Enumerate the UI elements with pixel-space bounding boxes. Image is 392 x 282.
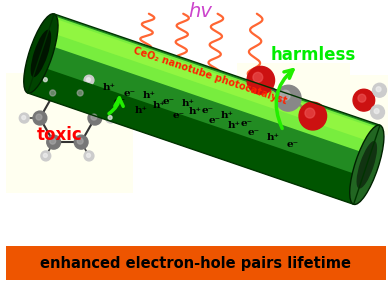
Circle shape [299,102,327,130]
Text: h⁺: h⁺ [267,133,280,142]
Text: e⁻: e⁻ [123,89,135,98]
Polygon shape [48,18,379,143]
Circle shape [371,105,385,119]
Text: e⁻: e⁻ [202,105,214,114]
Text: enhanced electron-hole pairs lifetime: enhanced electron-hole pairs lifetime [40,255,352,271]
Circle shape [47,135,60,149]
Text: h⁺: h⁺ [103,83,116,92]
Circle shape [84,151,94,161]
Text: h⁺: h⁺ [221,111,234,120]
FancyArrowPatch shape [109,98,123,114]
Polygon shape [28,14,380,204]
FancyBboxPatch shape [237,63,350,153]
FancyBboxPatch shape [5,246,387,280]
FancyBboxPatch shape [5,73,133,193]
Circle shape [91,114,97,120]
Circle shape [253,72,263,82]
Circle shape [87,78,91,82]
Ellipse shape [24,14,58,93]
Text: h⁺: h⁺ [181,99,195,108]
Circle shape [77,138,83,144]
Circle shape [50,138,56,144]
Circle shape [74,87,88,101]
Text: e⁻: e⁻ [241,118,253,127]
Text: e⁻: e⁻ [287,140,299,149]
Ellipse shape [31,30,51,77]
Circle shape [305,108,315,118]
Text: e⁻: e⁻ [209,116,221,125]
Ellipse shape [357,141,377,189]
Text: hv: hv [188,2,212,21]
Circle shape [106,113,116,123]
Circle shape [280,90,290,100]
Text: h⁺: h⁺ [142,91,155,100]
Circle shape [88,111,102,125]
Circle shape [44,78,47,82]
Text: CeO₂ nanotube photocatalyst: CeO₂ nanotube photocatalyst [132,46,288,107]
Polygon shape [44,16,379,155]
Circle shape [41,151,51,161]
Circle shape [84,75,94,85]
Circle shape [358,94,366,102]
Circle shape [33,111,47,125]
Text: h⁺: h⁺ [189,107,201,116]
Text: e⁻: e⁻ [162,97,174,106]
Text: h⁺: h⁺ [134,105,147,114]
FancyArrowPatch shape [276,70,293,129]
Circle shape [108,116,112,120]
Circle shape [247,66,274,94]
Circle shape [373,83,387,97]
Circle shape [44,153,47,157]
Circle shape [77,90,83,96]
Circle shape [353,89,375,111]
Circle shape [19,113,29,123]
Circle shape [74,135,88,149]
Circle shape [22,116,26,120]
Circle shape [47,87,60,101]
Text: harmless: harmless [270,47,356,65]
Ellipse shape [350,125,384,204]
Text: e⁻: e⁻ [248,129,260,137]
Text: e⁻: e⁻ [113,97,125,106]
Text: toxic: toxic [37,126,82,144]
Circle shape [374,109,379,114]
Circle shape [276,85,301,111]
Circle shape [376,87,381,92]
Polygon shape [28,65,363,204]
Text: h⁺: h⁺ [152,101,165,110]
Text: e⁻: e⁻ [172,111,184,120]
Circle shape [50,90,56,96]
FancyBboxPatch shape [345,75,388,135]
Circle shape [87,153,91,157]
Text: h⁺: h⁺ [228,120,241,129]
Circle shape [36,114,42,120]
Circle shape [41,75,51,85]
